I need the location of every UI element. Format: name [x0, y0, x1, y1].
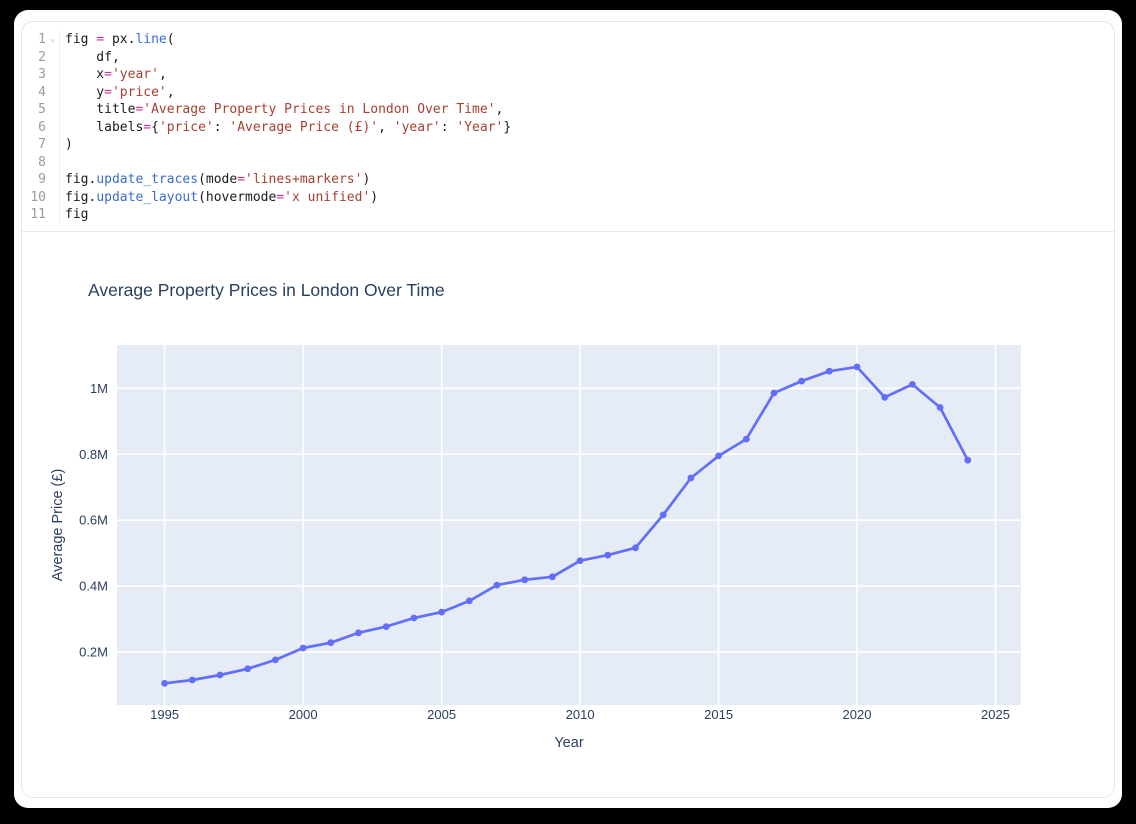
line-number: 1	[38, 32, 46, 47]
fold-spacer	[46, 171, 59, 189]
notebook-cell-card: 1 ⌄ fig = px.line(2 df, 3 x='year', 4 y='pri…	[21, 21, 1115, 798]
line-number: 3	[38, 67, 46, 82]
fold-spacer	[46, 154, 59, 172]
chart-title: Average Property Prices in London Over T…	[88, 280, 445, 300]
code-line: 4 y='price',	[22, 83, 1114, 102]
svg-text:1995: 1995	[150, 707, 179, 722]
fold-chevron-icon[interactable]: ⌄	[49, 34, 56, 44]
code-content: df,	[59, 48, 1114, 66]
app-panel: 1 ⌄ fig = px.line(2 df, 3 x='year', 4 y='pri…	[14, 10, 1122, 808]
line-number: 4	[38, 84, 46, 100]
code-content: fig	[59, 206, 1114, 224]
fold-spacer	[46, 84, 59, 102]
line-number: 5	[38, 102, 46, 117]
chart-output: Average Property Prices in London Over T…	[22, 232, 1114, 797]
cell-output-divider	[22, 231, 1114, 232]
line-number: 9	[38, 172, 46, 187]
code-line: 10 fig.update_layout(hovermode='x unifie…	[22, 188, 1114, 207]
svg-text:0.6M: 0.6M	[79, 513, 108, 528]
x-axis-ticks: 1995 2000 2005 2010 2015 2020 2025	[150, 707, 1010, 722]
fold-spacer	[46, 136, 59, 154]
code-content: y='price',	[59, 83, 1114, 101]
fold-spacer	[46, 101, 59, 119]
svg-text:2015: 2015	[704, 707, 733, 722]
code-content: fig.update_layout(hovermode='x unified')	[59, 188, 1114, 206]
fold-spacer	[46, 119, 59, 137]
code-line: 1 ⌄ fig = px.line(	[22, 31, 1114, 49]
fold-spacer	[46, 206, 59, 224]
code-line: 2 df,	[22, 48, 1114, 67]
code-line: 5 title='Average Property Prices in Lond…	[22, 101, 1114, 119]
svg-text:2020: 2020	[843, 707, 872, 722]
line-number: 10	[30, 189, 46, 205]
line-number: 11	[30, 207, 46, 222]
code-content: )	[59, 136, 1114, 154]
line-number: 6	[38, 119, 46, 135]
svg-text:2025: 2025	[981, 707, 1010, 722]
x-axis-label: Year	[554, 735, 583, 751]
svg-text:2000: 2000	[289, 707, 318, 722]
line-number: 2	[38, 49, 46, 65]
code-content	[59, 153, 1114, 171]
svg-text:1M: 1M	[90, 381, 108, 396]
fold-spacer	[46, 66, 59, 84]
line-number: 7	[38, 137, 46, 152]
code-line: 7 )	[22, 136, 1114, 154]
svg-text:0.4M: 0.4M	[79, 579, 108, 594]
svg-text:0.2M: 0.2M	[79, 645, 108, 660]
price-markers[interactable]	[161, 363, 972, 687]
line-chart[interactable]: Average Property Prices in London Over T…	[22, 232, 1114, 797]
y-axis-label: Average Price (£)	[50, 469, 66, 582]
code-content: labels={'price': 'Average Price (£)', 'y…	[59, 118, 1114, 136]
code-line: 11 fig	[22, 206, 1114, 224]
svg-text:2005: 2005	[427, 707, 456, 722]
fold-spacer	[46, 189, 59, 207]
svg-text:2010: 2010	[566, 707, 595, 722]
code-editor[interactable]: 1 ⌄ fig = px.line(2 df, 3 x='year', 4 y='pri…	[22, 22, 1114, 231]
code-content: fig = px.line(	[59, 31, 1114, 49]
fold-spacer	[46, 49, 59, 67]
code-line: 3 x='year',	[22, 66, 1114, 84]
code-line: 6 labels={'price': 'Average Price (£)', …	[22, 118, 1114, 137]
line-number: 8	[38, 154, 46, 170]
svg-text:0.8M: 0.8M	[79, 447, 108, 462]
y-axis-ticks: 0.2M 0.4M 0.6M 0.8M 1M	[79, 381, 108, 660]
code-line: 9 fig.update_traces(mode='lines+markers'…	[22, 171, 1114, 189]
code-line: 8	[22, 153, 1114, 172]
code-content: x='year',	[59, 66, 1114, 84]
price-line[interactable]	[163, 365, 970, 685]
code-content: fig.update_traces(mode='lines+markers')	[59, 171, 1114, 189]
plot-area	[117, 345, 1021, 705]
code-content: title='Average Property Prices in London…	[59, 101, 1114, 119]
